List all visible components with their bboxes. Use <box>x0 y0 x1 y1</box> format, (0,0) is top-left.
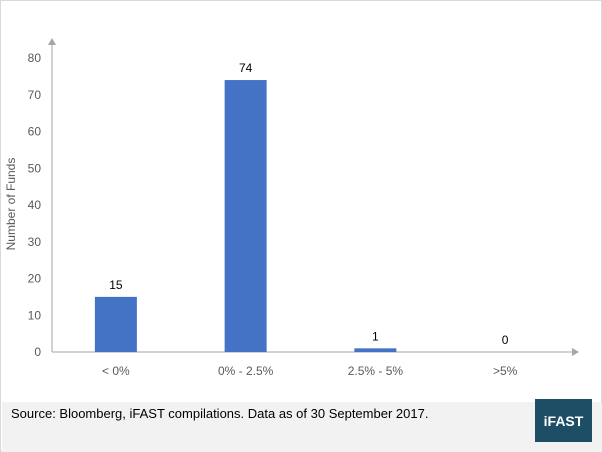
y-tick-label: 30 <box>28 235 42 249</box>
y-tick-label: 70 <box>28 88 42 102</box>
data-label: 15 <box>109 278 123 292</box>
y-tick-label: 40 <box>28 198 42 212</box>
bars <box>94 80 397 353</box>
x-tick-label: 0% - 2.5% <box>218 364 274 378</box>
y-tick-label: 20 <box>28 272 42 286</box>
data-label: 0 <box>502 333 509 347</box>
y-tick-label: 80 <box>28 51 42 65</box>
source-note: Source: Bloomberg, iFAST compilations. D… <box>11 406 429 421</box>
y-axis-arrow <box>48 38 56 45</box>
ifast-logo: iFAST <box>535 399 592 442</box>
y-tick-label: 50 <box>28 161 42 175</box>
labels: 0 10 20 30 40 50 60 70 80 15 < 0% 74 0% - 2.5% 1 2.5% … <box>28 51 518 378</box>
bar <box>354 348 397 352</box>
x-tick-label: >5% <box>493 364 518 378</box>
footer: Source: Bloomberg, iFAST compilations. D… <box>2 399 602 452</box>
axes <box>48 38 579 356</box>
logo-text: iFAST <box>543 412 584 429</box>
x-tick-label: < 0% <box>102 364 130 378</box>
y-tick-label: 60 <box>28 125 42 139</box>
x-tick-label: 2.5% - 5% <box>348 364 404 378</box>
data-label: 1 <box>372 329 379 343</box>
data-label: 74 <box>239 61 253 75</box>
y-tick-label: 0 <box>34 345 41 359</box>
x-axis-arrow <box>572 348 579 356</box>
bar <box>94 296 137 352</box>
y-tick-label: 10 <box>28 308 42 322</box>
bar <box>224 80 267 353</box>
bar-chart: 0 10 20 30 40 50 60 70 80 15 < 0% 74 0% - 2.5% 1 2.5% … <box>4 38 579 378</box>
y-axis-title: Number of Funds <box>4 158 18 251</box>
